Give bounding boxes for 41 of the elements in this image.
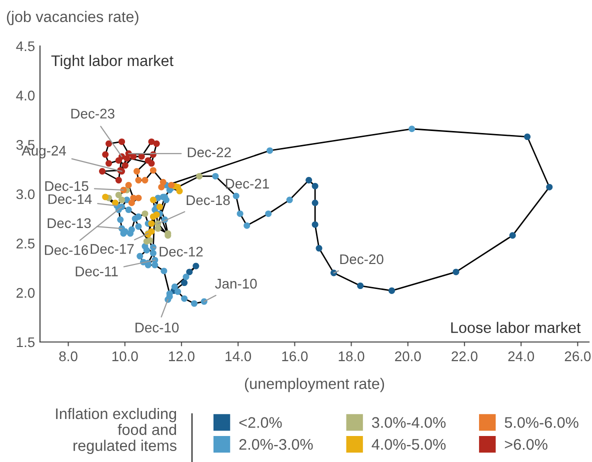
legend-label: 5.0%-6.0%	[504, 417, 578, 428]
x-tick-label: 22.0	[452, 351, 478, 362]
y-tick-label: 2.5	[16, 238, 35, 249]
annotation: Dec-16	[44, 245, 88, 255]
x-tick-label: 12.0	[169, 351, 194, 362]
y-tick-label: 1.5	[16, 337, 35, 348]
x-tick-label: 10.0	[112, 351, 138, 362]
legend-label: <2.0%	[239, 417, 282, 428]
y-axis-title: (job vacancies rate)	[6, 10, 138, 26]
annotation: Dec-23	[71, 108, 114, 119]
x-tick-label: 16.0	[282, 351, 308, 362]
annotation: Dec-11	[76, 266, 118, 276]
y-tick-label: 4.0	[16, 90, 35, 101]
annotation: Dec-21	[226, 178, 269, 189]
x-tick-label: 26.0	[564, 351, 591, 362]
x-tick-label: 14.0	[226, 351, 252, 362]
annotation: Loose labor market	[451, 322, 581, 334]
legend-label: 3.0%-4.0%	[372, 417, 446, 428]
x-tick-label: 24.0	[508, 351, 534, 362]
annotation: Dec-10	[136, 322, 179, 332]
annotation: Dec-20	[340, 254, 384, 264]
x-axis-title: (unemployment rate)	[244, 378, 384, 392]
legend-label: 4.0%-5.0%	[372, 438, 446, 450]
y-tick-label: 3.0	[16, 189, 35, 200]
annotation: Dec-14	[48, 194, 92, 204]
x-tick-label: 8.0	[59, 351, 78, 362]
legend-label: >6.0%	[504, 438, 548, 450]
annotation: Jan-10	[215, 278, 257, 289]
annotation: Dec-17	[90, 244, 134, 254]
x-tick-label: 18.0	[338, 351, 364, 362]
y-tick-label: 2.0	[16, 288, 35, 298]
annotation: Tight labor market	[51, 54, 174, 70]
annotation: Dec-12	[160, 246, 203, 257]
annotation: Dec-22	[188, 147, 231, 158]
y-tick-label: 4.5	[16, 41, 35, 52]
legend-label: 2.0%-3.0%	[239, 438, 313, 450]
legend-title: Inflation excluding food and regulated items	[56, 408, 176, 454]
annotation: Dec-18	[186, 195, 230, 206]
annotation: Dec-13	[48, 218, 91, 228]
annotation: Dec-15	[45, 181, 88, 192]
x-tick-label: 20.0	[395, 351, 421, 362]
